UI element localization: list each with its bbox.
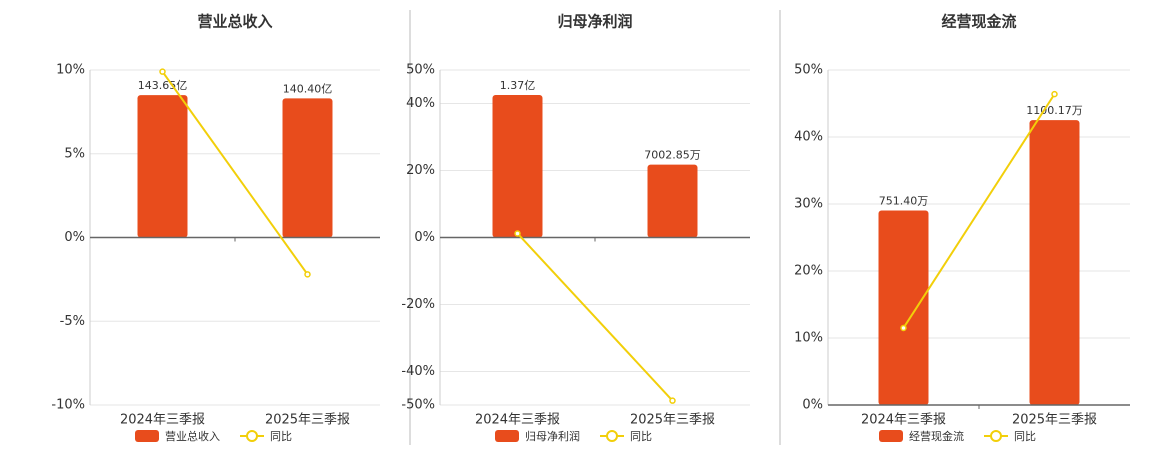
bar <box>1029 120 1080 405</box>
y-tick-label: 5% <box>64 146 85 161</box>
point <box>669 397 676 404</box>
legend-label: 同比 <box>270 430 292 443</box>
y-tick-label: 0% <box>64 230 85 245</box>
point <box>514 230 521 237</box>
x-tick-label: 2025年三季报 <box>630 413 715 428</box>
point <box>159 68 166 75</box>
legend-swatch <box>606 430 618 442</box>
line <box>161 71 309 275</box>
y-tick-label: -40% <box>401 364 435 379</box>
y-tick-label: -10% <box>51 398 85 413</box>
x-tick-label: 2025年三季报 <box>265 413 350 428</box>
y-tick-label: -20% <box>401 297 435 312</box>
chart-title: 营业总收入 <box>197 13 272 31</box>
chart-title: 经营现金流 <box>941 13 1016 31</box>
legend-label: 同比 <box>1014 430 1036 443</box>
y-tick-label: 50% <box>794 63 823 78</box>
y-tick-label: 20% <box>794 264 823 279</box>
value-label: 751.40万 <box>879 194 929 207</box>
x-tick-label: 2024年三季报 <box>861 413 946 428</box>
legend-swatch <box>879 430 903 442</box>
y-tick-label: 10% <box>794 331 823 346</box>
bar <box>878 210 929 405</box>
y-tick-label: 40% <box>406 96 435 111</box>
x-tick-label: 2024年三季报 <box>120 413 205 428</box>
legend-swatch <box>246 430 258 442</box>
legend-swatch <box>495 430 519 442</box>
y-tick-label: 30% <box>794 197 823 212</box>
x-tick-label: 2025年三季报 <box>1012 413 1097 428</box>
point <box>304 271 311 278</box>
y-tick-label: 50% <box>406 63 435 78</box>
value-label: 140.40亿 <box>283 82 333 95</box>
y-tick-label: 40% <box>794 130 823 145</box>
point <box>900 324 907 332</box>
bar <box>647 164 698 238</box>
legend-label: 经营现金流 <box>909 429 964 443</box>
y-tick-label: 20% <box>406 163 435 178</box>
y-tick-label: 0% <box>414 230 435 245</box>
x-tick-label: 2024年三季报 <box>475 413 560 428</box>
y-tick-label: 0% <box>802 398 823 413</box>
chart-title: 归母净利润 <box>557 13 632 31</box>
bar <box>492 94 543 238</box>
bar <box>282 98 333 238</box>
value-label: 143.65亿 <box>138 79 188 92</box>
point <box>1051 90 1058 98</box>
y-tick-label: -5% <box>60 314 85 329</box>
legend-label: 营业总收入 <box>165 429 220 443</box>
legend-label: 归母净利润 <box>525 429 580 443</box>
line <box>902 93 1056 329</box>
bar <box>137 95 188 238</box>
value-label: 1.37亿 <box>500 79 536 92</box>
value-label: 7002.85万 <box>644 149 701 162</box>
value-label: 1100.17万 <box>1026 104 1083 117</box>
legend-swatch <box>135 430 159 442</box>
y-tick-label: 10% <box>56 63 85 78</box>
line <box>516 232 674 402</box>
legend-label: 同比 <box>630 430 652 443</box>
y-tick-label: -50% <box>401 398 435 413</box>
legend-swatch <box>990 430 1002 442</box>
